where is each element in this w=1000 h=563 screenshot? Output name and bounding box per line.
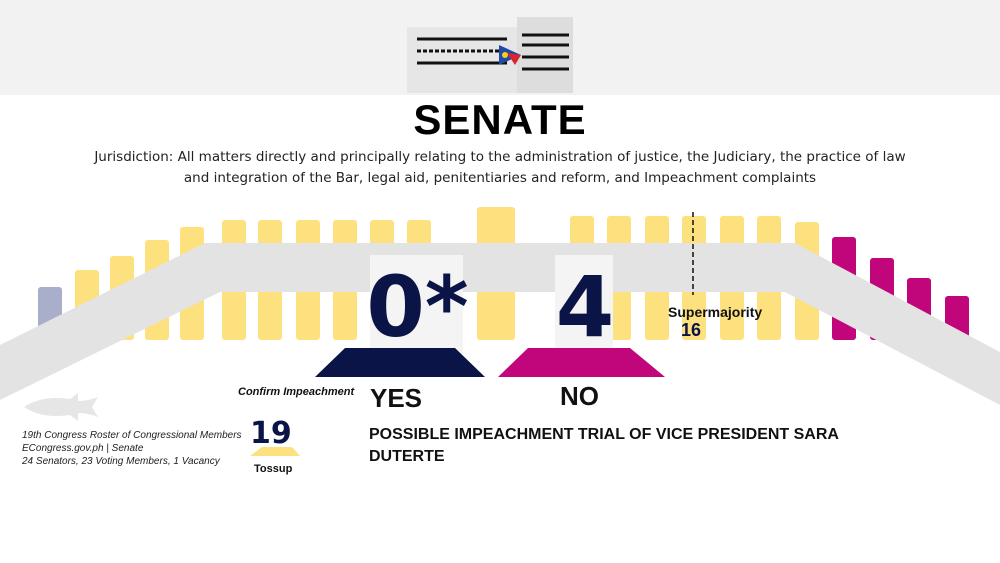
chamber-band <box>0 243 1000 405</box>
no-podium <box>498 348 665 377</box>
yes-label: YES <box>370 383 423 413</box>
page-title: SENATE <box>413 96 587 143</box>
source-line: 24 Senators, 23 Voting Members, 1 Vacanc… <box>22 456 220 467</box>
senate-building-icon <box>407 17 573 93</box>
tossup-heading: Confirm Impeachment <box>238 386 355 398</box>
headline: POSSIBLE IMPEACHMENT TRIAL OF VICE PRESI… <box>369 426 839 465</box>
yes-podium <box>315 348 485 377</box>
jurisdiction-text: Jurisdiction: All matters directly and p… <box>94 149 906 186</box>
tossup-count: 19 <box>250 416 292 451</box>
source-line: 19th Congress Roster of Congressional Me… <box>22 430 242 441</box>
no-count: 4 <box>555 258 615 356</box>
supermajority-value: 16 <box>681 320 702 340</box>
no-label: NO <box>560 381 599 411</box>
tossup-label: Tossup <box>254 463 293 475</box>
supermajority-label: Supermajority <box>668 304 763 320</box>
ian-logo <box>24 393 98 421</box>
tossup-podium <box>250 447 300 456</box>
source-line: ECongress.gov.ph | Senate <box>22 443 144 454</box>
yes-count: 0* <box>366 258 469 356</box>
